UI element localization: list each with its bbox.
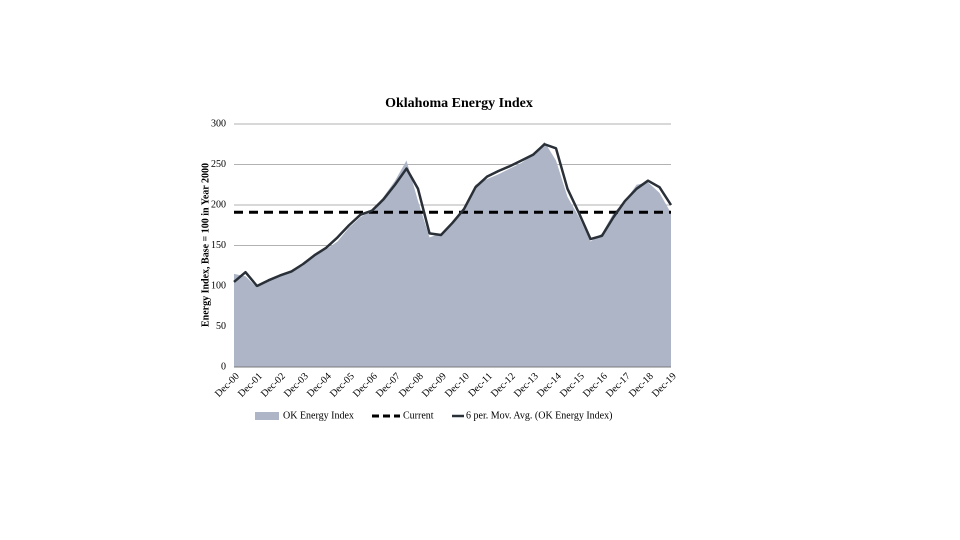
x-tick-label: Dec-17 (604, 371, 633, 400)
x-tick-label: Dec-12 (489, 371, 518, 400)
chart-title: Oklahoma Energy Index (385, 96, 533, 111)
y-axis-label: Energy Index, Base = 100 in Year 2000 (200, 163, 211, 327)
x-tick-label: Dec-01 (236, 371, 265, 400)
legend-swatch (255, 412, 279, 420)
legend-label: Current (403, 410, 434, 421)
x-tick-label: Dec-11 (466, 371, 494, 399)
x-tick-label: Dec-03 (282, 371, 311, 400)
x-tick-label: Dec-10 (443, 371, 472, 400)
x-tick-label: Dec-00 (213, 371, 242, 400)
y-tick-label: 0 (221, 361, 226, 372)
area (234, 141, 671, 367)
y-tick-label: 200 (211, 199, 226, 210)
x-tick-label: Dec-15 (558, 371, 587, 400)
x-tick-label: Dec-08 (397, 371, 426, 400)
legend-label: 6 per. Mov. Avg. (OK Energy Index) (466, 410, 612, 421)
x-tick-label: Dec-09 (420, 371, 449, 400)
y-tick-label: 300 (211, 118, 226, 129)
x-tick-label: Dec-04 (305, 371, 334, 400)
x-tick-label: Dec-14 (535, 371, 564, 400)
x-tick-label: Dec-13 (512, 371, 541, 400)
y-tick-label: 150 (211, 240, 226, 251)
x-tick-label: Dec-19 (650, 371, 679, 400)
x-tick-label: Dec-18 (627, 371, 656, 400)
x-tick-label: Dec-06 (351, 371, 380, 400)
x-tick-label: Dec-05 (328, 371, 357, 400)
y-tick-label: 50 (216, 321, 226, 332)
x-tick-label: Dec-02 (259, 371, 288, 400)
x-tick-label: Dec-07 (374, 371, 403, 400)
x-tick-label: Dec-16 (581, 371, 610, 400)
y-tick-label: 100 (211, 280, 226, 291)
legend-label: OK Energy Index (283, 410, 354, 421)
y-tick-label: 250 (211, 159, 226, 170)
moving-average-line (233, 143, 673, 288)
